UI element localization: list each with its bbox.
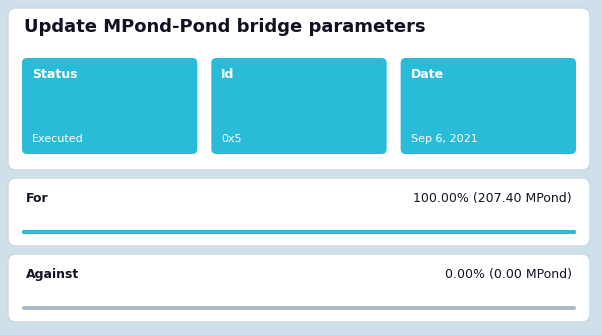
FancyBboxPatch shape bbox=[22, 58, 197, 154]
FancyBboxPatch shape bbox=[8, 178, 590, 246]
Text: Status: Status bbox=[32, 68, 78, 81]
FancyBboxPatch shape bbox=[22, 230, 576, 234]
FancyBboxPatch shape bbox=[8, 254, 590, 322]
Text: 0.00% (0.00 MPond): 0.00% (0.00 MPond) bbox=[445, 268, 572, 281]
FancyBboxPatch shape bbox=[401, 58, 576, 154]
Text: 0x5: 0x5 bbox=[222, 134, 242, 144]
Text: Update MPond-Pond bridge parameters: Update MPond-Pond bridge parameters bbox=[24, 18, 426, 36]
Text: For: For bbox=[26, 192, 49, 205]
FancyBboxPatch shape bbox=[211, 58, 386, 154]
Text: Id: Id bbox=[222, 68, 235, 81]
FancyBboxPatch shape bbox=[22, 306, 576, 310]
FancyBboxPatch shape bbox=[22, 230, 576, 234]
Text: Executed: Executed bbox=[32, 134, 84, 144]
Text: Against: Against bbox=[26, 268, 79, 281]
Text: 100.00% (207.40 MPond): 100.00% (207.40 MPond) bbox=[414, 192, 572, 205]
FancyBboxPatch shape bbox=[8, 8, 590, 170]
Text: Date: Date bbox=[411, 68, 444, 81]
Text: Sep 6, 2021: Sep 6, 2021 bbox=[411, 134, 477, 144]
